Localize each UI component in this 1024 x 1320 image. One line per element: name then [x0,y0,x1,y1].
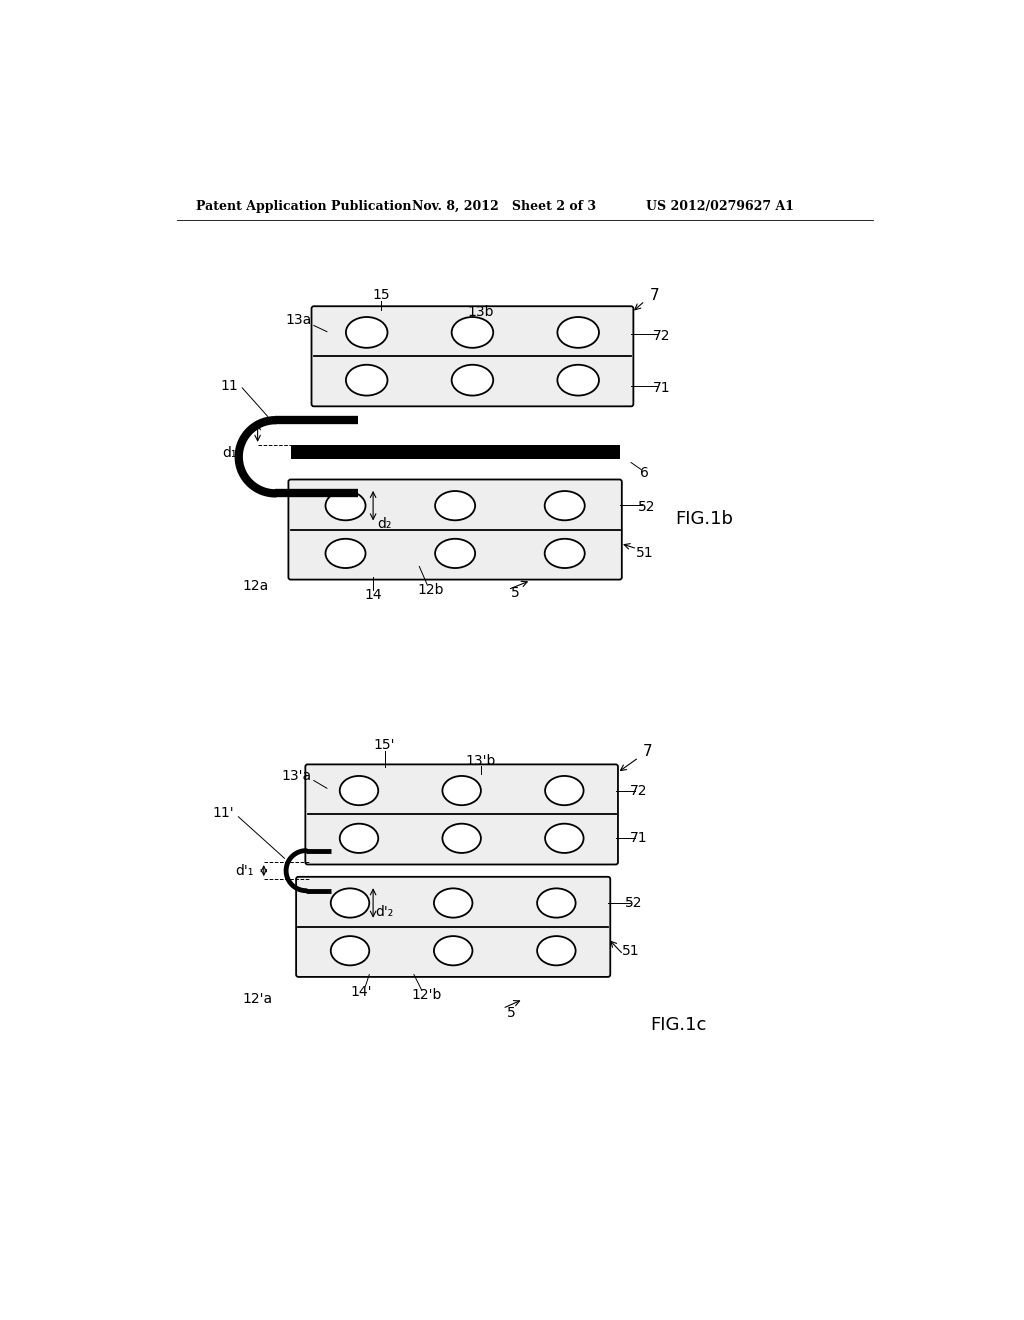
Text: US 2012/0279627 A1: US 2012/0279627 A1 [646,199,795,213]
Text: 51: 51 [623,944,640,958]
Text: 15: 15 [372,289,389,302]
Text: d'₂: d'₂ [376,906,394,919]
Text: 72: 72 [653,329,671,342]
Text: 5: 5 [511,586,520,601]
Text: 52: 52 [625,896,642,909]
Ellipse shape [331,936,370,965]
Ellipse shape [346,364,387,396]
Text: 15': 15' [374,738,395,752]
Ellipse shape [331,888,370,917]
Text: 72: 72 [630,784,647,797]
Ellipse shape [545,539,585,568]
Text: 7: 7 [649,288,659,304]
Text: FIG.1b: FIG.1b [675,510,733,528]
Text: Patent Application Publication: Patent Application Publication [196,199,412,213]
Text: Nov. 8, 2012   Sheet 2 of 3: Nov. 8, 2012 Sheet 2 of 3 [412,199,596,213]
Ellipse shape [340,776,378,805]
Ellipse shape [326,491,366,520]
Ellipse shape [340,824,378,853]
Ellipse shape [442,776,481,805]
Text: 12b: 12b [418,582,444,597]
Ellipse shape [452,317,494,348]
Ellipse shape [545,491,585,520]
Text: 13b: 13b [468,305,495,319]
Ellipse shape [452,364,494,396]
Text: 6: 6 [640,466,649,479]
Text: 71: 71 [653,381,671,395]
FancyBboxPatch shape [311,306,634,407]
FancyBboxPatch shape [305,764,617,865]
Ellipse shape [557,317,599,348]
Text: 12'b: 12'b [412,989,442,1002]
Text: FIG.1c: FIG.1c [650,1015,707,1034]
Ellipse shape [434,936,472,965]
Bar [291,445,620,459]
Ellipse shape [545,824,584,853]
Ellipse shape [545,776,584,805]
Text: 14: 14 [365,587,382,602]
Text: 13a: 13a [286,313,311,327]
Ellipse shape [442,824,481,853]
Ellipse shape [538,936,575,965]
Text: 51: 51 [636,545,653,560]
Ellipse shape [326,539,366,568]
Text: 14': 14' [351,985,373,998]
Text: d₂: d₂ [378,517,392,531]
Text: 71: 71 [630,832,647,845]
Text: 11': 11' [212,807,233,820]
Text: 5: 5 [507,1006,516,1020]
Ellipse shape [557,364,599,396]
Text: 52: 52 [638,500,655,515]
Ellipse shape [435,539,475,568]
Text: 12a: 12a [242,578,268,593]
Ellipse shape [346,317,387,348]
Ellipse shape [435,491,475,520]
Text: 7: 7 [643,743,653,759]
Text: 13'a: 13'a [281,770,311,783]
Text: 12'a: 12'a [243,993,272,1006]
FancyBboxPatch shape [289,479,622,579]
Text: 13'b: 13'b [466,754,496,767]
Text: d₁: d₁ [222,446,237,459]
Ellipse shape [434,888,472,917]
FancyBboxPatch shape [296,876,610,977]
Text: 11: 11 [220,379,238,392]
Ellipse shape [538,888,575,917]
Text: d'₁: d'₁ [236,863,254,878]
